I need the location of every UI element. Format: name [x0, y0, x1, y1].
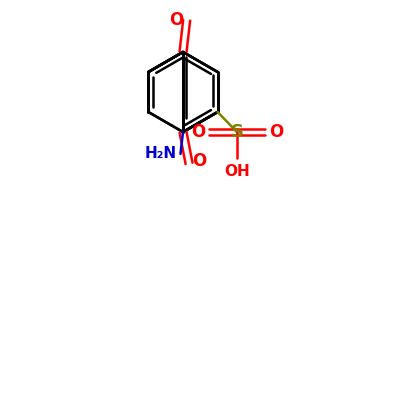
Text: O: O [269, 123, 283, 141]
Text: S: S [230, 123, 244, 141]
Text: H₂N: H₂N [144, 146, 176, 161]
Text: OH: OH [224, 164, 250, 179]
Text: O: O [191, 123, 205, 141]
Text: O: O [192, 152, 206, 170]
Text: O: O [170, 11, 184, 29]
